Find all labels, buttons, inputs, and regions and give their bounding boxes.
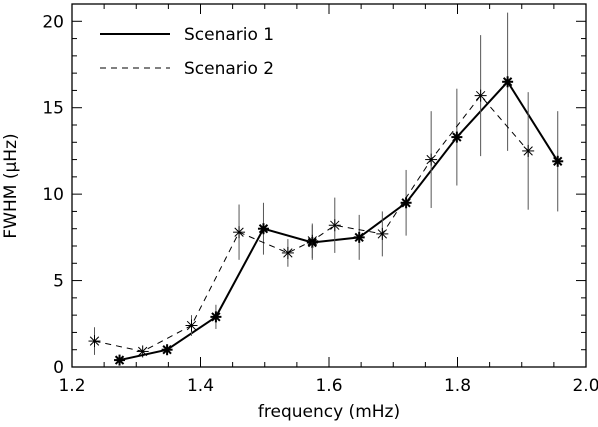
marker-stroke bbox=[475, 90, 486, 101]
data-point bbox=[136, 345, 149, 358]
data-point bbox=[306, 234, 319, 247]
data-point bbox=[257, 223, 269, 235]
series-line bbox=[94, 94, 529, 352]
x-tick-label: 1.2 bbox=[58, 376, 85, 396]
plot-frame bbox=[71, 3, 587, 368]
marker-stroke bbox=[138, 346, 148, 357]
data-point bbox=[281, 246, 294, 259]
marker-stroke bbox=[426, 154, 436, 165]
marker-stroke bbox=[401, 198, 411, 208]
data-point bbox=[233, 226, 246, 239]
marker-stroke bbox=[211, 312, 221, 322]
legend: Scenario 1 Scenario 2 bbox=[100, 25, 274, 79]
x-tick-label: 1.8 bbox=[444, 376, 471, 396]
data-point bbox=[210, 311, 222, 323]
data-point bbox=[474, 89, 487, 102]
data-point bbox=[161, 344, 173, 356]
data-point bbox=[114, 354, 126, 366]
x-tick-label: 2.0 bbox=[572, 376, 598, 396]
marker-stroke bbox=[89, 336, 100, 346]
marker-stroke bbox=[523, 146, 533, 156]
data-point bbox=[185, 319, 198, 332]
series-1 bbox=[114, 12, 564, 366]
marker-stroke bbox=[307, 236, 317, 246]
marker-stroke bbox=[377, 229, 388, 239]
data-point bbox=[400, 197, 412, 209]
data-point bbox=[451, 131, 463, 143]
legend-label-scenario-2: Scenario 2 bbox=[184, 59, 274, 79]
marker-stroke bbox=[502, 77, 513, 87]
series-2 bbox=[88, 35, 535, 358]
x-tick-label: 1.6 bbox=[315, 376, 342, 396]
axis-ticks: 1.2 1.4 1.6 1.8 2.0 0 5 10 15 20 bbox=[42, 3, 598, 396]
marker-stroke bbox=[258, 224, 269, 234]
marker-stroke bbox=[553, 156, 563, 166]
marker-stroke bbox=[330, 220, 340, 230]
legend-label-scenario-1: Scenario 1 bbox=[184, 25, 274, 45]
data-point bbox=[522, 144, 535, 157]
x-tick-label: 1.4 bbox=[187, 376, 214, 396]
x-axis-label: frequency (mHz) bbox=[258, 402, 400, 422]
data-point bbox=[353, 231, 365, 243]
y-axis-label: FWHM (μHz) bbox=[1, 133, 21, 238]
series-layer bbox=[88, 12, 564, 366]
data-point bbox=[425, 153, 438, 166]
data-point bbox=[88, 335, 101, 348]
y-tick-label: 15 bbox=[42, 99, 64, 119]
marker-stroke bbox=[186, 320, 197, 331]
marker-stroke bbox=[162, 345, 172, 355]
marker-stroke bbox=[452, 132, 462, 142]
data-point bbox=[376, 227, 389, 240]
y-tick-label: 20 bbox=[42, 12, 64, 32]
marker-stroke bbox=[354, 232, 364, 243]
y-tick-label: 10 bbox=[42, 185, 64, 205]
marker-stroke bbox=[283, 248, 293, 258]
y-tick-label: 5 bbox=[53, 272, 64, 292]
marker-stroke bbox=[114, 355, 125, 365]
data-point bbox=[552, 155, 564, 167]
data-point bbox=[328, 219, 341, 232]
data-point bbox=[502, 76, 514, 88]
marker-stroke bbox=[234, 227, 244, 237]
y-tick-label: 0 bbox=[53, 358, 64, 378]
